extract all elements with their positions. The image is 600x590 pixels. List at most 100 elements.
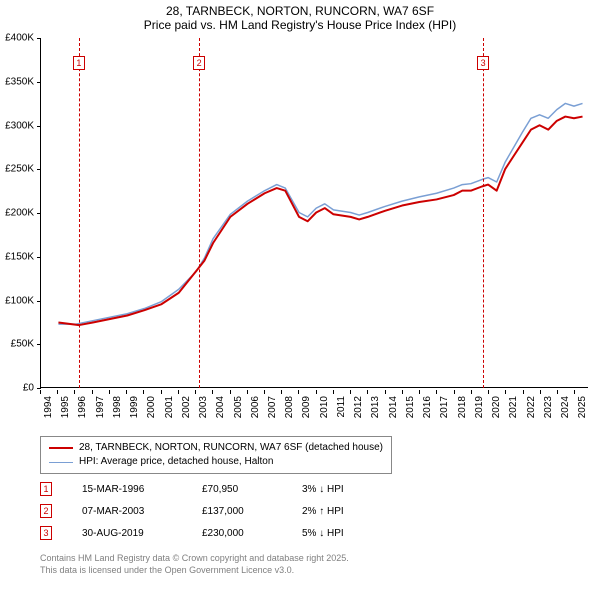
chart-lines-svg [41, 38, 588, 387]
x-tick-label: 2025 [577, 396, 588, 418]
y-tick [37, 257, 41, 258]
sale-marker-box: 2 [193, 56, 205, 70]
legend-label: 28, TARNBECK, NORTON, RUNCORN, WA7 6SF (… [79, 441, 383, 455]
x-tick [316, 390, 317, 394]
y-tick-label: £250K [5, 164, 34, 175]
sales-row: 3 30-AUG-2019£230,0005% ↓ HPI [40, 522, 402, 544]
x-tick [557, 390, 558, 394]
y-axis-labels: £0£50K£100K£150K£200K£250K£300K£350K£400… [0, 38, 38, 388]
x-tick-label: 1996 [77, 396, 88, 418]
x-tick-label: 2002 [181, 396, 192, 418]
x-axis-labels: 1994199519961997199819992000200120022003… [40, 390, 588, 440]
sales-row: 1 15-MAR-1996£70,9503% ↓ HPI [40, 478, 402, 500]
x-tick-label: 2017 [439, 396, 450, 418]
y-tick [37, 344, 41, 345]
x-tick [505, 390, 506, 394]
title-line-1: 28, TARNBECK, NORTON, RUNCORN, WA7 6SF [0, 4, 600, 18]
x-tick [178, 390, 179, 394]
sales-diff: 3% ↓ HPI [302, 484, 402, 495]
x-tick [436, 390, 437, 394]
x-tick [298, 390, 299, 394]
sales-table: 1 15-MAR-1996£70,9503% ↓ HPI 207-MAR-2003£… [40, 478, 402, 544]
sales-price: £70,950 [202, 484, 302, 495]
x-tick-label: 2020 [491, 396, 502, 418]
sales-date: 15-MAR-1996 [82, 484, 202, 495]
x-tick [247, 390, 248, 394]
x-tick-label: 2013 [370, 396, 381, 418]
legend-item: 28, TARNBECK, NORTON, RUNCORN, WA7 6SF (… [49, 441, 383, 455]
x-tick-label: 2008 [284, 396, 295, 418]
x-tick [40, 390, 41, 394]
y-tick [37, 301, 41, 302]
footnote: Contains HM Land Registry data © Crown c… [40, 552, 349, 576]
footnote-line-2: This data is licensed under the Open Gov… [40, 564, 349, 576]
title-line-2: Price paid vs. HM Land Registry's House … [0, 18, 600, 32]
sales-marker-icon: 3 [40, 526, 52, 540]
x-tick [454, 390, 455, 394]
x-tick-label: 2003 [198, 396, 209, 418]
y-tick [37, 82, 41, 83]
sales-row: 207-MAR-2003£137,0002% ↑ HPI [40, 500, 402, 522]
x-tick-label: 2001 [164, 396, 175, 418]
x-tick-label: 1998 [112, 396, 123, 418]
legend-label: HPI: Average price, detached house, Halt… [79, 455, 273, 469]
y-tick-label: £100K [5, 295, 34, 306]
sales-date: 30-AUG-2019 [82, 528, 202, 539]
x-tick [333, 390, 334, 394]
x-tick [523, 390, 524, 394]
x-tick-label: 2007 [267, 396, 278, 418]
y-tick [37, 169, 41, 170]
x-tick-label: 2022 [526, 396, 537, 418]
x-tick [109, 390, 110, 394]
x-tick [367, 390, 368, 394]
x-tick [488, 390, 489, 394]
x-tick [212, 390, 213, 394]
x-tick [281, 390, 282, 394]
legend-item: HPI: Average price, detached house, Halt… [49, 455, 383, 469]
x-tick-label: 2019 [474, 396, 485, 418]
x-tick-label: 2014 [388, 396, 399, 418]
x-tick-label: 2000 [146, 396, 157, 418]
x-tick [385, 390, 386, 394]
x-tick [402, 390, 403, 394]
y-tick-label: £400K [5, 33, 34, 44]
sales-marker-icon: 1 [40, 482, 52, 496]
x-tick [195, 390, 196, 394]
x-tick [92, 390, 93, 394]
sales-diff: 5% ↓ HPI [302, 528, 402, 539]
x-tick-label: 2021 [508, 396, 519, 418]
chart-plot-area: 123 [40, 38, 588, 388]
sales-diff: 2% ↑ HPI [302, 506, 402, 517]
y-tick-label: £300K [5, 120, 34, 131]
x-tick-label: 2011 [336, 396, 347, 418]
x-tick-label: 1999 [129, 396, 140, 418]
y-tick-label: £0 [23, 383, 34, 394]
y-tick [37, 388, 41, 389]
x-tick-label: 2023 [543, 396, 554, 418]
x-tick-label: 1995 [60, 396, 71, 418]
x-tick-label: 1994 [43, 396, 54, 418]
x-tick [74, 390, 75, 394]
x-tick [350, 390, 351, 394]
sale-marker-line [199, 38, 200, 388]
x-tick-label: 2009 [301, 396, 312, 418]
x-tick [419, 390, 420, 394]
y-tick-label: £50K [11, 339, 34, 350]
x-tick-label: 2024 [560, 396, 571, 418]
x-tick [126, 390, 127, 394]
x-tick [230, 390, 231, 394]
x-tick-label: 2012 [353, 396, 364, 418]
x-tick [574, 390, 575, 394]
x-tick-label: 2018 [457, 396, 468, 418]
x-tick [471, 390, 472, 394]
x-tick-label: 2005 [233, 396, 244, 418]
legend-swatch [49, 462, 73, 463]
y-tick-label: £350K [5, 76, 34, 87]
sale-marker-line [483, 38, 484, 388]
footnote-line-1: Contains HM Land Registry data © Crown c… [40, 552, 349, 564]
x-tick-label: 2015 [405, 396, 416, 418]
x-tick [57, 390, 58, 394]
x-tick [264, 390, 265, 394]
sales-price: £230,000 [202, 528, 302, 539]
x-tick [143, 390, 144, 394]
